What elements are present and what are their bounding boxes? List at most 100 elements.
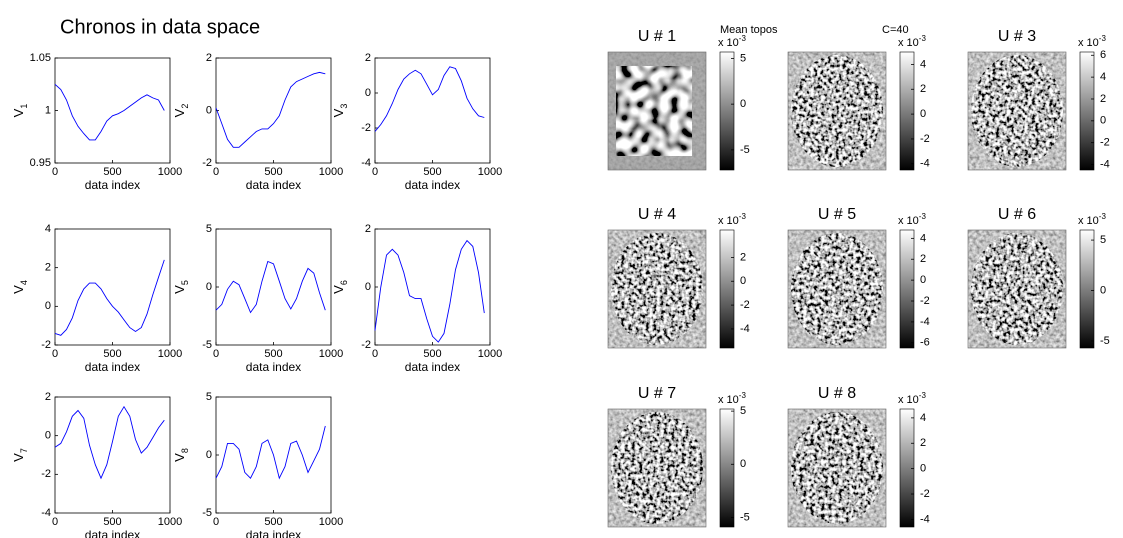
x-tick-label: 500 (423, 348, 441, 360)
x-tick-label: 0 (213, 516, 219, 528)
y-axis-label: V8 (172, 448, 190, 462)
exponent-base: x 10 (898, 215, 919, 227)
colorbar-tick-label: -2 (740, 299, 750, 311)
y-tick-label: 0 (45, 430, 51, 442)
image-frame (787, 51, 887, 171)
image-frame (607, 229, 707, 349)
data-line (54, 405, 165, 480)
colorbar-tick-label: 0 (920, 108, 926, 120)
colorbar-tick-label: 4 (920, 412, 926, 424)
y-axis-label-main: V (172, 453, 187, 462)
colorbar-tick-label: -2 (920, 133, 930, 145)
panel-title: U # 7 (638, 385, 676, 402)
colorbar-tick-label: -4 (920, 158, 930, 170)
y-tick-label: -2 (361, 122, 371, 134)
y-axis-label: V7 (11, 448, 29, 462)
x-tick-label: 500 (103, 166, 121, 178)
y-axis-label-sub: 5 (180, 280, 190, 285)
x-tick-label: 0 (213, 348, 219, 360)
panel-title: U # 8 (818, 385, 856, 402)
data-line (215, 71, 326, 148)
axes-box (374, 57, 491, 164)
x-tick-label: 0 (372, 166, 378, 178)
topo-image (971, 55, 1063, 167)
x-tick-label: 1000 (158, 516, 182, 528)
y-axis-label-main: V (172, 108, 187, 117)
exponent-power: -3 (1099, 212, 1107, 221)
exponent-power: -3 (1099, 34, 1107, 43)
axes-box (54, 228, 171, 346)
colorbar-tick-label: 5 (740, 52, 746, 64)
topo-image (791, 233, 883, 345)
y-axis-label-sub: 7 (19, 448, 29, 453)
exponent-power: -3 (919, 34, 927, 43)
y-tick-label: 0 (365, 281, 371, 293)
data-line (215, 260, 326, 314)
colorbar (1079, 51, 1095, 171)
exponent-power: -3 (919, 391, 927, 400)
y-axis-label-main: V (172, 285, 187, 294)
y-axis-label-main: V (11, 453, 26, 462)
y-tick-label: 0 (206, 281, 212, 293)
colorbar-exponent: x 10-3 (898, 391, 926, 406)
y-tick-label: 0 (206, 104, 212, 116)
panel-title: U # 1 (638, 28, 676, 45)
x-tick-label: 500 (423, 166, 441, 178)
x-axis-label: data index (405, 360, 460, 374)
axes-box (54, 396, 171, 514)
x-tick-label: 500 (264, 516, 282, 528)
y-tick-label: -2 (41, 468, 51, 480)
colorbar-tick-label: -5 (1100, 335, 1110, 347)
colorbar (719, 51, 735, 171)
y-tick-label: 2 (365, 223, 371, 235)
y-axis-label: V2 (172, 104, 190, 118)
colorbar-tick-label: 0 (920, 463, 926, 475)
axes-box (54, 57, 171, 164)
colorbar-tick-label: 2 (1100, 93, 1106, 105)
colorbar-tick-label: 2 (740, 251, 746, 263)
annotation: Mean topos (720, 24, 778, 36)
y-tick-label: -5 (202, 339, 212, 351)
image-frame (967, 51, 1067, 171)
colorbar-tick-label: 0 (1100, 115, 1106, 127)
x-axis-label: data index (85, 528, 140, 538)
colorbar-exponent: x 10-3 (898, 212, 926, 227)
y-tick-label: 2 (365, 52, 371, 64)
data-line (54, 259, 165, 336)
exponent-base: x 10 (898, 394, 919, 406)
y-tick-label: -2 (41, 339, 51, 351)
y-axis-label-main: V (331, 285, 346, 294)
exponent-base: x 10 (898, 37, 919, 49)
topo-image (611, 412, 703, 524)
colorbar-tick-label: 0 (920, 274, 926, 286)
colorbar-tick-label: 5 (740, 405, 746, 417)
colorbar-tick-label: 6 (1100, 49, 1106, 61)
data-line (54, 83, 165, 141)
colorbar-tick-label: -4 (920, 513, 930, 525)
colorbar-tick-label: -4 (1100, 158, 1110, 170)
y-axis-label-main: V (11, 108, 26, 117)
x-axis-label: data index (246, 528, 301, 538)
y-tick-label: 5 (206, 223, 212, 235)
y-tick-label: 5 (206, 391, 212, 403)
colorbar (719, 408, 735, 528)
x-tick-label: 1000 (478, 348, 502, 360)
y-tick-label: 0 (45, 300, 51, 312)
y-axis-label-sub: 8 (180, 448, 190, 453)
image-frame (967, 229, 1067, 349)
colorbar-tick-label: -6 (920, 337, 930, 349)
axes-box (374, 228, 491, 346)
colorbar-exponent: x 10-3 (1078, 34, 1106, 49)
colorbar-tick-label: 0 (740, 458, 746, 470)
y-tick-label: 1.05 (30, 52, 51, 64)
y-tick-label: 2 (206, 52, 212, 64)
x-tick-label: 1000 (319, 516, 343, 528)
image-frame (787, 408, 887, 528)
y-axis-label: V6 (331, 280, 349, 294)
exponent-base: x 10 (1078, 37, 1099, 49)
colorbar-tick-label: 5 (1100, 234, 1106, 246)
y-axis-label-sub: 3 (339, 104, 349, 109)
x-tick-label: 500 (264, 348, 282, 360)
colorbar (719, 229, 735, 349)
